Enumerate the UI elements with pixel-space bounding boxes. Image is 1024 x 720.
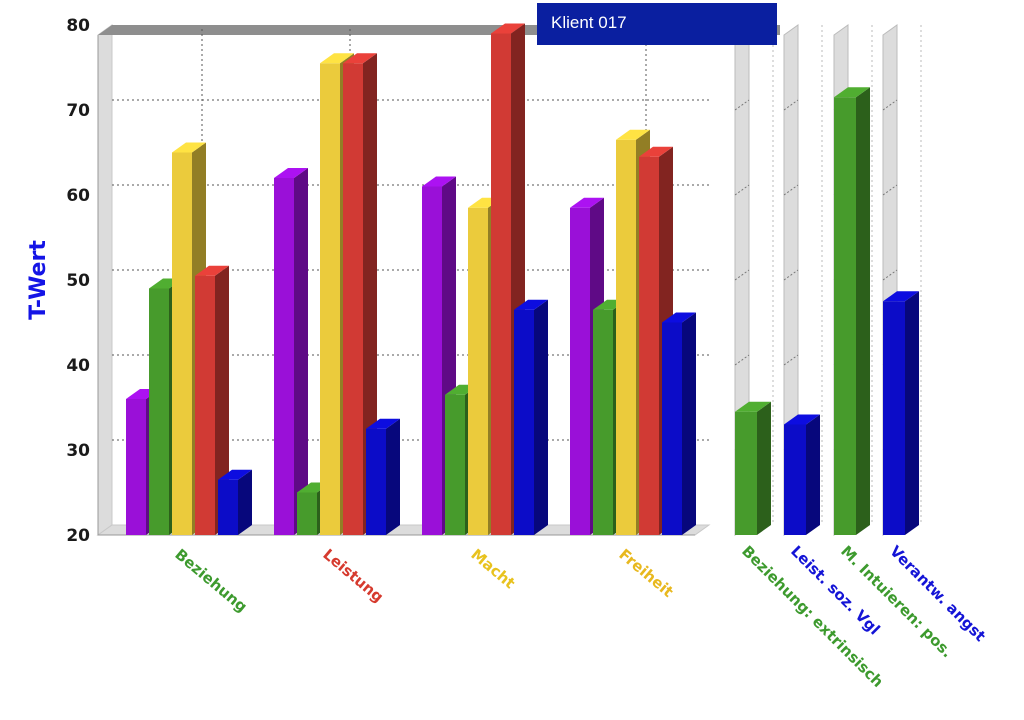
- y-axis-ticks: 20 30 40 50 60 70 80: [66, 16, 90, 546]
- side-gridline: [882, 269, 898, 281]
- side-bar-0: [735, 401, 771, 535]
- category-label-beziehung: Beziehung: [171, 545, 250, 616]
- side-bar-2: [834, 87, 870, 535]
- y-tick-label: 50: [66, 271, 90, 291]
- bar-leistung-3: [343, 53, 377, 535]
- y-tick-label: 70: [66, 101, 90, 121]
- side-gridline: [734, 184, 750, 196]
- side-gridline: [882, 184, 898, 196]
- side-bar-1: [784, 414, 820, 535]
- y-tick-label: 80: [66, 16, 90, 36]
- bar-beziehung-3: [195, 265, 229, 535]
- side-gridline: [734, 354, 750, 366]
- side-gridline: [783, 354, 799, 366]
- bar-macht-4: [514, 299, 548, 535]
- side-gridline: [783, 99, 799, 111]
- y-tick-label: 40: [66, 356, 90, 376]
- side-gridline: [734, 269, 750, 281]
- category-label-freiheit: Freiheit: [615, 545, 676, 601]
- x-axis-categories: Beziehung Leistung Macht Freiheit Beziehung:…: [171, 542, 989, 691]
- client-label-box: Klient 017: [537, 3, 777, 45]
- side-bar-3: [883, 291, 919, 535]
- bars: [126, 23, 919, 535]
- bar-leistung-0: [274, 168, 308, 535]
- side-gridline: [734, 99, 750, 111]
- bar-leistung-4: [366, 418, 400, 535]
- y-tick-label: 30: [66, 441, 90, 461]
- side-gridline: [783, 184, 799, 196]
- category-label-leistung: Leistung: [319, 545, 387, 606]
- bar-beziehung-4: [218, 469, 252, 535]
- category-label-macht: Macht: [467, 545, 518, 592]
- side-gridline: [783, 269, 799, 281]
- side-category-label-1: Leist. soz. Vgl: [787, 542, 883, 638]
- y-axis-label: T-Wert: [26, 240, 51, 320]
- client-label: Klient 017: [551, 13, 627, 32]
- y-tick-label: 20: [66, 526, 90, 546]
- main-left-wall: [97, 24, 113, 536]
- y-tick-label: 60: [66, 186, 90, 206]
- bar-freiheit-4: [662, 312, 696, 535]
- side-gridline: [882, 99, 898, 111]
